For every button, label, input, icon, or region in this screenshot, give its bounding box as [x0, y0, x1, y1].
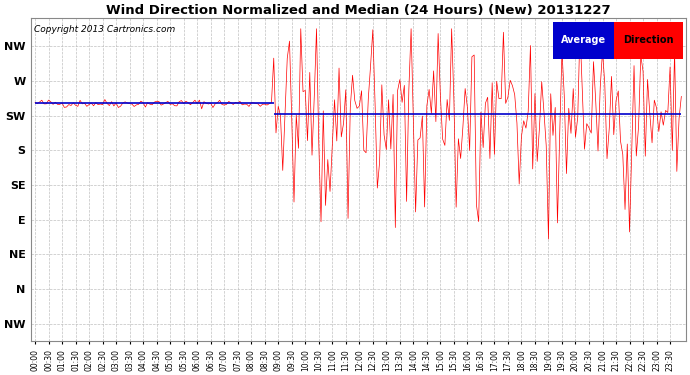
FancyBboxPatch shape — [553, 21, 613, 59]
Text: Average: Average — [561, 35, 607, 45]
Title: Wind Direction Normalized and Median (24 Hours) (New) 20131227: Wind Direction Normalized and Median (24… — [106, 4, 611, 17]
Text: Copyright 2013 Cartronics.com: Copyright 2013 Cartronics.com — [34, 25, 175, 34]
FancyBboxPatch shape — [613, 21, 682, 59]
Text: Direction: Direction — [623, 35, 673, 45]
